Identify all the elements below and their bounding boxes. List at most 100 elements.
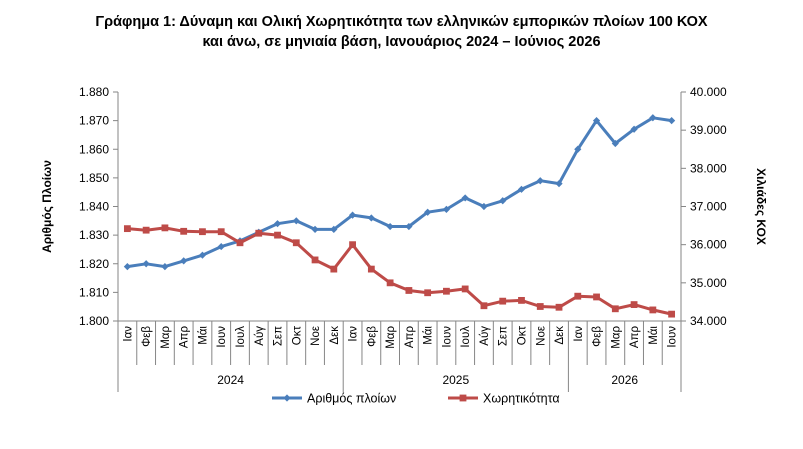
legend-marker-1 <box>283 394 291 402</box>
data-point-1 <box>292 217 300 225</box>
data-point-2 <box>142 226 150 234</box>
data-point-2 <box>424 289 432 297</box>
y-left-tick-label: 1.810 <box>79 285 109 299</box>
data-point-1 <box>611 139 619 148</box>
x-tick-label: Φεβ <box>592 326 604 347</box>
data-point-1 <box>330 225 338 233</box>
x-tick-label: Οκτ <box>516 326 528 346</box>
data-point-2 <box>574 292 582 300</box>
x-tick-label: Ιαν <box>573 326 585 342</box>
x-tick-label: Σεπ <box>273 326 285 346</box>
data-point-1 <box>442 205 451 213</box>
y-left-tick-label: 1.830 <box>79 228 109 242</box>
legend-label-2: Χωρητικότητα <box>483 392 560 406</box>
y-left-tick-label: 1.870 <box>79 114 109 128</box>
data-point-1 <box>649 114 657 122</box>
data-point-1 <box>461 194 469 202</box>
y-right-axis-title: Χιλιάδες ΚΟΧ <box>754 168 768 245</box>
data-point-2 <box>405 287 413 294</box>
data-point-1 <box>536 177 544 185</box>
x-tick-label: Ιαν <box>122 326 134 342</box>
chart-title-line-1: Γράφημα 1: Δύναμη και Ολική Χωρητικότητα… <box>95 14 708 30</box>
data-point-2 <box>499 297 507 305</box>
x-tick-label: Αύγ <box>479 326 491 346</box>
series-line-1 <box>127 116 672 269</box>
data-point-2 <box>367 265 375 273</box>
year-label: 2025 <box>442 373 469 387</box>
data-point-1 <box>424 208 432 216</box>
data-point-1 <box>123 263 131 271</box>
data-point-2 <box>536 303 544 310</box>
data-point-1 <box>386 222 394 231</box>
data-point-1 <box>217 242 225 251</box>
x-tick-label: Ιουν <box>441 326 453 348</box>
data-point-1 <box>367 214 375 222</box>
legend-label-1: Αριθμός πλοίων <box>307 392 396 406</box>
data-point-2 <box>217 228 225 236</box>
x-tick-label: Φεβ <box>141 326 153 347</box>
y-right-tick-label: 37.000 <box>690 200 727 214</box>
data-point-1 <box>517 185 526 193</box>
y-left-tick-label: 1.880 <box>79 85 109 99</box>
x-tick-label: Νοε <box>310 326 322 346</box>
series-line-2 <box>127 226 672 316</box>
data-point-2 <box>123 225 131 233</box>
data-point-2 <box>180 227 188 235</box>
data-point-1 <box>142 260 150 268</box>
year-label: 2024 <box>217 373 244 387</box>
y-left-axis-title: Αριθμός Πλοίων <box>40 160 54 253</box>
x-tick-label: Μαρ <box>160 326 172 349</box>
data-point-2 <box>161 224 169 232</box>
y-right-tick-label: 35.000 <box>690 276 727 290</box>
data-point-1 <box>348 211 357 219</box>
y-right-tick-label: 36.000 <box>690 238 727 252</box>
data-point-2 <box>555 303 563 311</box>
data-point-1 <box>198 251 207 259</box>
data-point-2 <box>199 228 206 236</box>
data-point-2 <box>236 239 244 247</box>
x-tick-label: Ιουν <box>216 326 228 348</box>
chart-title: Γράφημα 1: Δύναμη και Ολική Χωρητικότητα… <box>0 12 803 52</box>
x-tick-label: Μαρ <box>610 326 622 349</box>
data-point-2 <box>349 241 356 249</box>
x-tick-label: Οκτ <box>291 326 303 346</box>
x-tick-label: Δεκ <box>329 326 341 345</box>
x-tick-label: Μαρ <box>385 326 397 349</box>
x-tick-label: Σεπ <box>498 326 510 346</box>
data-point-1 <box>405 222 413 231</box>
data-point-1 <box>480 202 488 211</box>
y-right-tick-label: 38.000 <box>690 161 727 175</box>
data-point-1 <box>630 125 638 133</box>
x-tick-label: Φεβ <box>366 326 378 347</box>
x-tick-label: Απρ <box>179 326 191 349</box>
x-tick-label: Δεκ <box>554 326 566 345</box>
x-tick-label: Απρ <box>629 326 641 349</box>
data-point-1 <box>180 257 188 265</box>
x-tick-label: Ιουλ <box>235 326 247 348</box>
y-left-tick-label: 1.840 <box>79 200 109 214</box>
data-point-2 <box>630 301 638 308</box>
data-point-2 <box>461 285 469 293</box>
data-point-1 <box>311 225 319 233</box>
data-point-1 <box>499 197 507 205</box>
y-right-tick-label: 34.000 <box>690 314 727 328</box>
data-point-2 <box>480 302 488 310</box>
data-point-1 <box>592 117 601 125</box>
data-point-2 <box>443 287 450 295</box>
data-point-1 <box>273 220 282 228</box>
data-point-2 <box>518 296 525 304</box>
y-left-tick-label: 1.800 <box>79 314 109 328</box>
x-tick-label: Μάι <box>648 326 660 345</box>
y-right-tick-label: 40.000 <box>690 85 727 99</box>
data-point-1 <box>668 117 676 125</box>
chart-title-line-2: και άνω, σε μηνιαία βάση, Ιανουάριος 202… <box>202 34 601 50</box>
data-point-2 <box>386 279 394 287</box>
x-tick-label: Ιουν <box>667 326 679 348</box>
y-left-tick-label: 1.850 <box>79 171 109 185</box>
x-tick-label: Απρ <box>404 326 416 349</box>
y-left-tick-label: 1.860 <box>79 142 109 156</box>
data-point-2 <box>330 265 338 273</box>
x-tick-label: Ιαν <box>348 326 360 342</box>
data-point-2 <box>593 293 600 301</box>
